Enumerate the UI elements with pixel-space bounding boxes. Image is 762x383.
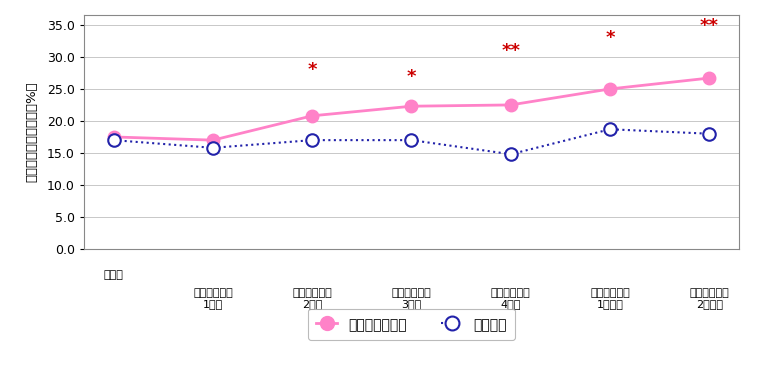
Text: 摂取前: 摂取前 [104, 270, 123, 280]
Text: *: * [605, 29, 615, 47]
Y-axis label: ビフィズス菌占有率（%）: ビフィズス菌占有率（%） [26, 82, 39, 182]
Text: **: ** [700, 16, 719, 34]
Text: 摂取開始から
1日後: 摂取開始から 1日後 [193, 288, 232, 309]
Text: *: * [307, 61, 317, 79]
Text: 摂取開始から
1週間後: 摂取開始から 1週間後 [591, 288, 630, 309]
Text: **: ** [501, 42, 520, 60]
Text: 摂取開始から
3日後: 摂取開始から 3日後 [392, 288, 431, 309]
Legend: ラクチュロース, プラセボ: ラクチュロース, プラセボ [308, 309, 515, 340]
Text: 摂取開始から
2日後: 摂取開始から 2日後 [293, 288, 332, 309]
Text: 摂取開始から
2週間後: 摂取開始から 2週間後 [690, 288, 729, 309]
Text: 摂取開始から
4日後: 摂取開始から 4日後 [491, 288, 530, 309]
Text: *: * [407, 68, 416, 86]
